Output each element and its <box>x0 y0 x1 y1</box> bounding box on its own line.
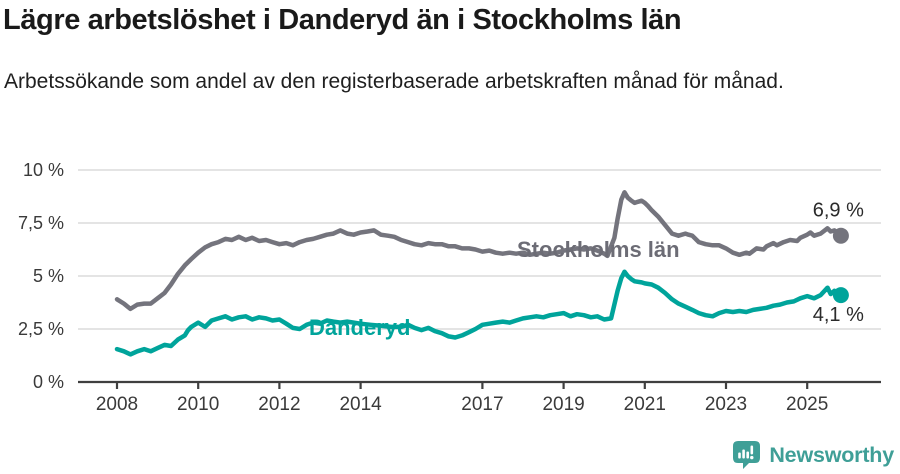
x-tick-label: 2025 <box>786 394 828 415</box>
y-tick-label: 7,5 % <box>18 213 64 233</box>
x-tick-label: 2008 <box>96 394 138 415</box>
series-end-dot-stockholms-l-n <box>832 227 849 244</box>
chart-subtitle: Arbetssökande som andel av den registerb… <box>4 70 784 93</box>
newsworthy-logo[interactable]: Newsworthy <box>733 441 894 469</box>
series-end-value-danderyd: 4,1 % <box>813 304 864 326</box>
series-line-danderyd <box>114 269 844 357</box>
y-tick-label: 10 % <box>23 160 64 180</box>
x-tick-label: 2010 <box>177 394 219 415</box>
x-tick-label: 2014 <box>339 394 382 415</box>
series-line-stockholms-l-n <box>114 190 844 312</box>
newsworthy-logo-text: Newsworthy <box>769 442 894 467</box>
x-tick-label: 2019 <box>542 394 584 415</box>
x-tick-label: 2023 <box>705 394 747 415</box>
series-label-danderyd: Danderyd <box>309 315 410 340</box>
y-tick-label: 2,5 % <box>18 319 64 339</box>
y-tick-label: 5 % <box>33 266 64 286</box>
x-tick-label: 2012 <box>258 394 300 415</box>
bar-chart-speech-bubble-icon <box>733 441 761 469</box>
series-label-stockholms-l-n: Stockholms län <box>517 237 680 262</box>
series-end-value-stockholms-l-n: 6,9 % <box>813 200 864 222</box>
y-tick-label: 0 % <box>33 372 64 392</box>
x-tick-label: 2017 <box>461 394 503 415</box>
chart-title: Lägre arbetslöshet i Danderyd än i Stock… <box>3 4 682 36</box>
series-end-dot-danderyd <box>832 287 849 304</box>
x-tick-label: 2021 <box>624 394 666 415</box>
